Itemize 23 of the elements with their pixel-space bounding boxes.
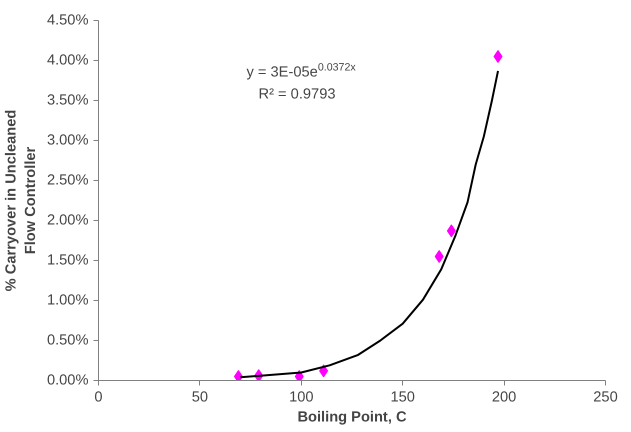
x-tick-label: 100 <box>289 390 314 406</box>
y-axis-title: % Carryover in Uncleaned Flow Controller <box>4 110 39 292</box>
x-tick-label: 50 <box>192 390 208 406</box>
y-tick-label: 3.00% <box>46 132 89 148</box>
y-tick-label: 0.50% <box>46 332 89 348</box>
y-tick-label: 2.50% <box>46 172 89 188</box>
x-tick-label: 250 <box>593 390 618 406</box>
y-tick-label: 1.00% <box>46 292 89 308</box>
y-tick-label: 4.50% <box>46 12 89 28</box>
x-tick-label: 150 <box>390 390 415 406</box>
y-tick-label: 2.00% <box>46 212 89 228</box>
x-axis-title: Boiling Point, C <box>297 410 407 426</box>
y-tick-label: 1.50% <box>46 252 89 268</box>
point <box>234 370 243 380</box>
x-tick-label: 0 <box>94 390 103 406</box>
x-tick-label: 200 <box>492 390 516 406</box>
y-tick-label: 0.00% <box>46 372 89 388</box>
point <box>434 250 444 263</box>
y-tick-label: 4.00% <box>46 52 89 68</box>
y-tick-label: 3.50% <box>46 92 89 108</box>
point <box>446 224 456 238</box>
point <box>494 50 503 63</box>
annotation: R² = 0.9793 <box>258 86 336 102</box>
